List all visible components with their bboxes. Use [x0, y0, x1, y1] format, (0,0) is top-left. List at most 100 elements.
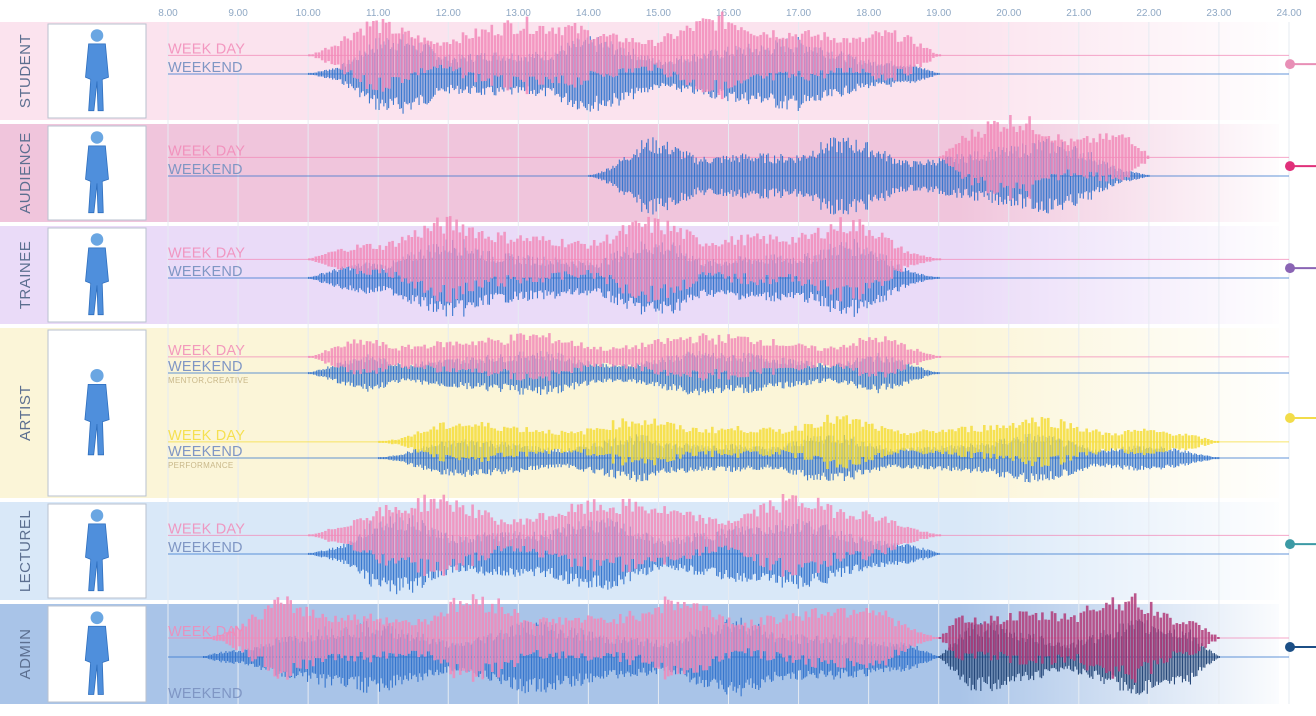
waveform-bar	[765, 448, 767, 468]
waveform-bar	[474, 345, 478, 369]
waveform-bar	[541, 26, 545, 85]
waveform-bar	[653, 508, 657, 562]
waveform-bar	[874, 337, 878, 376]
weekday-label: WEEK DAY	[168, 143, 245, 159]
waveform-bar	[1188, 621, 1191, 656]
waveform-bar	[901, 67, 903, 81]
waveform-bar	[1089, 159, 1091, 193]
waveform-bar	[1178, 434, 1181, 450]
waveform-bar	[632, 48, 634, 100]
waveform-bar	[604, 367, 606, 379]
waveform-bar	[544, 519, 548, 551]
waveform-bar	[376, 264, 378, 292]
waveform-bar	[1031, 130, 1035, 185]
waveform-bar	[909, 433, 912, 451]
waveform-bar	[935, 258, 938, 261]
waveform-bar	[567, 359, 569, 387]
waveform-bar	[447, 359, 449, 387]
waveform-bar	[1047, 417, 1050, 466]
waveform-bar	[235, 652, 237, 662]
waveform-bar	[451, 426, 455, 458]
waveform-bar	[1147, 448, 1149, 468]
waveform-bar	[618, 427, 621, 457]
waveform-bar	[775, 509, 778, 561]
waveform-bar	[639, 152, 641, 199]
waveform-bar	[909, 527, 913, 543]
waveform-bar	[621, 225, 625, 294]
waveform-bar	[896, 66, 898, 82]
waveform-bar	[548, 31, 551, 80]
row-end-marker	[1285, 263, 1295, 274]
waveform-bar	[1044, 136, 1047, 179]
waveform-bar	[309, 72, 311, 75]
waveform-bar	[319, 369, 321, 377]
waveform-bar	[938, 431, 941, 453]
waveform-bar	[772, 506, 775, 565]
waveform-bar	[781, 262, 783, 294]
waveform-bar	[436, 341, 439, 373]
waveform-bar	[927, 652, 929, 662]
axis-tick-label: 13.00	[506, 8, 531, 19]
weekend-label: WEEKEND	[168, 162, 243, 178]
waveform-bar	[432, 498, 436, 572]
waveform-bar	[832, 423, 836, 460]
waveform-bar	[813, 35, 817, 75]
waveform-bar	[529, 622, 532, 655]
waveform-bar	[330, 272, 332, 284]
waveform-bar	[567, 264, 569, 292]
waveform-bar	[773, 446, 775, 470]
waveform-bar	[343, 527, 346, 544]
waveform-bar	[912, 272, 914, 284]
waveform-bar	[431, 362, 433, 384]
waveform-bar	[583, 634, 585, 680]
waveform-bar	[781, 494, 785, 577]
waveform-bar	[387, 456, 389, 460]
waveform-bar	[724, 356, 726, 390]
waveform-bar	[336, 527, 340, 543]
waveform-bar	[719, 263, 721, 293]
waveform-bar	[528, 519, 532, 552]
waveform-bar	[813, 508, 817, 563]
waveform-bar	[780, 154, 782, 198]
waveform-bar	[324, 70, 326, 78]
waveform-bar	[875, 615, 878, 661]
waveform-bar	[836, 56, 838, 92]
waveform-bar	[468, 227, 471, 292]
waveform-bar	[750, 635, 752, 679]
waveform-bar	[717, 15, 721, 96]
waveform-bar	[309, 552, 311, 555]
waveform-bar	[356, 619, 360, 657]
waveform-bar	[1066, 619, 1070, 657]
waveform-bar	[573, 512, 577, 559]
waveform-bar	[1098, 133, 1102, 181]
waveform-bar	[1132, 171, 1134, 180]
waveform-bar	[1162, 448, 1164, 468]
waveform-bar	[461, 32, 465, 79]
waveform-bar	[794, 344, 798, 369]
waveform-bar	[424, 44, 426, 104]
waveform-bar	[807, 424, 810, 460]
waveform-bar	[954, 618, 958, 658]
waveform-bar	[981, 443, 983, 473]
waveform-bar	[900, 642, 902, 672]
waveform-bar	[308, 258, 311, 261]
waveform-bar	[533, 531, 535, 577]
waveform-bar	[535, 446, 537, 470]
waveform-bar	[1079, 612, 1083, 664]
waveform-bar	[1120, 448, 1122, 468]
waveform-bar	[653, 418, 656, 466]
waveform-bar	[212, 635, 216, 641]
waveform-bar	[455, 41, 458, 70]
waveform-bar	[411, 634, 413, 680]
waveform-bar	[820, 363, 822, 383]
waveform-bar	[893, 30, 897, 81]
waveform-bar	[669, 422, 672, 461]
waveform-bar	[209, 637, 212, 639]
waveform-bar	[1125, 449, 1127, 467]
waveform-bar	[762, 427, 765, 456]
waveform-bar	[1111, 435, 1114, 449]
waveform-bar	[892, 545, 894, 563]
waveform-bar	[1146, 155, 1150, 159]
waveform-bar	[343, 543, 345, 564]
waveform-bar	[503, 614, 507, 662]
